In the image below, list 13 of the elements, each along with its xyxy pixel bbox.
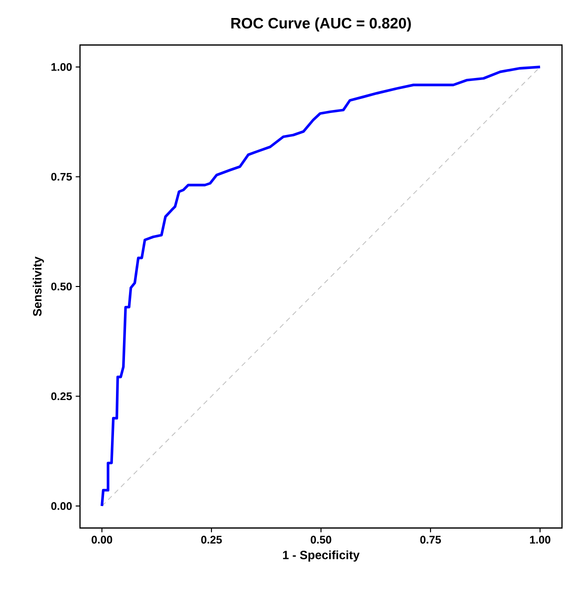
y-tick-label: 0.50: [51, 282, 72, 290]
x-tick-label: 0.75: [420, 536, 441, 544]
y-tick-label: 0.25: [51, 392, 72, 400]
x-tick-label: 1.00: [530, 536, 550, 544]
y-tick-label: 0.00: [51, 502, 72, 510]
y-tick-label: 1.00: [51, 63, 72, 71]
chart-title: ROC Curve (AUC = 0.820): [231, 17, 411, 32]
x-tick-label: 0.50: [310, 536, 332, 544]
x-axis-title: 1 - Specificity: [283, 550, 360, 562]
y-axis-title: Sensitivity: [32, 256, 44, 316]
x-tick-label: 0.25: [201, 536, 222, 544]
x-tick-label: 0.00: [92, 536, 112, 544]
y-tick-label: 0.75: [51, 172, 72, 181]
